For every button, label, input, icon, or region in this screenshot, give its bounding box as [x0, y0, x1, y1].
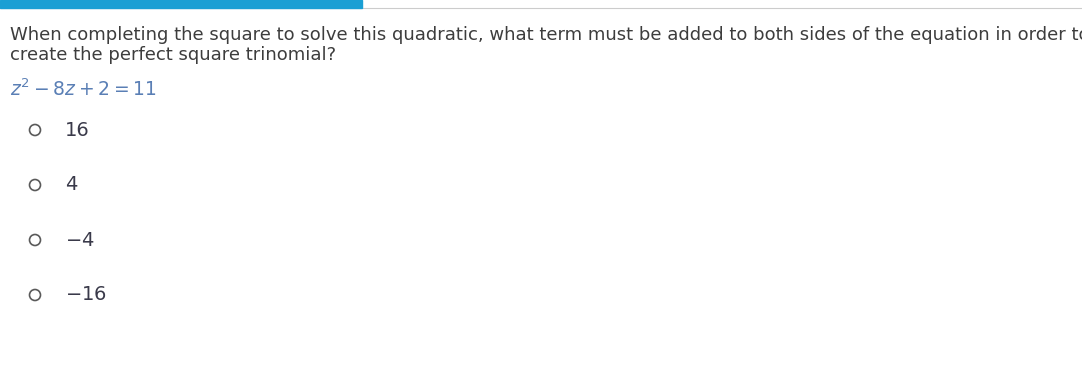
Text: When completing the square to solve this quadratic, what term must be added to b: When completing the square to solve this…: [10, 26, 1082, 44]
Text: 4: 4: [65, 175, 78, 195]
Text: $-4$: $-4$: [65, 231, 94, 249]
Bar: [0, 0, 362, 8]
Text: 16: 16: [65, 121, 90, 139]
Text: create the perfect square trinomial?: create the perfect square trinomial?: [10, 46, 337, 64]
Text: $-16$: $-16$: [65, 285, 107, 305]
Text: $z^2 - 8z + 2 = 11$: $z^2 - 8z + 2 = 11$: [10, 78, 157, 99]
